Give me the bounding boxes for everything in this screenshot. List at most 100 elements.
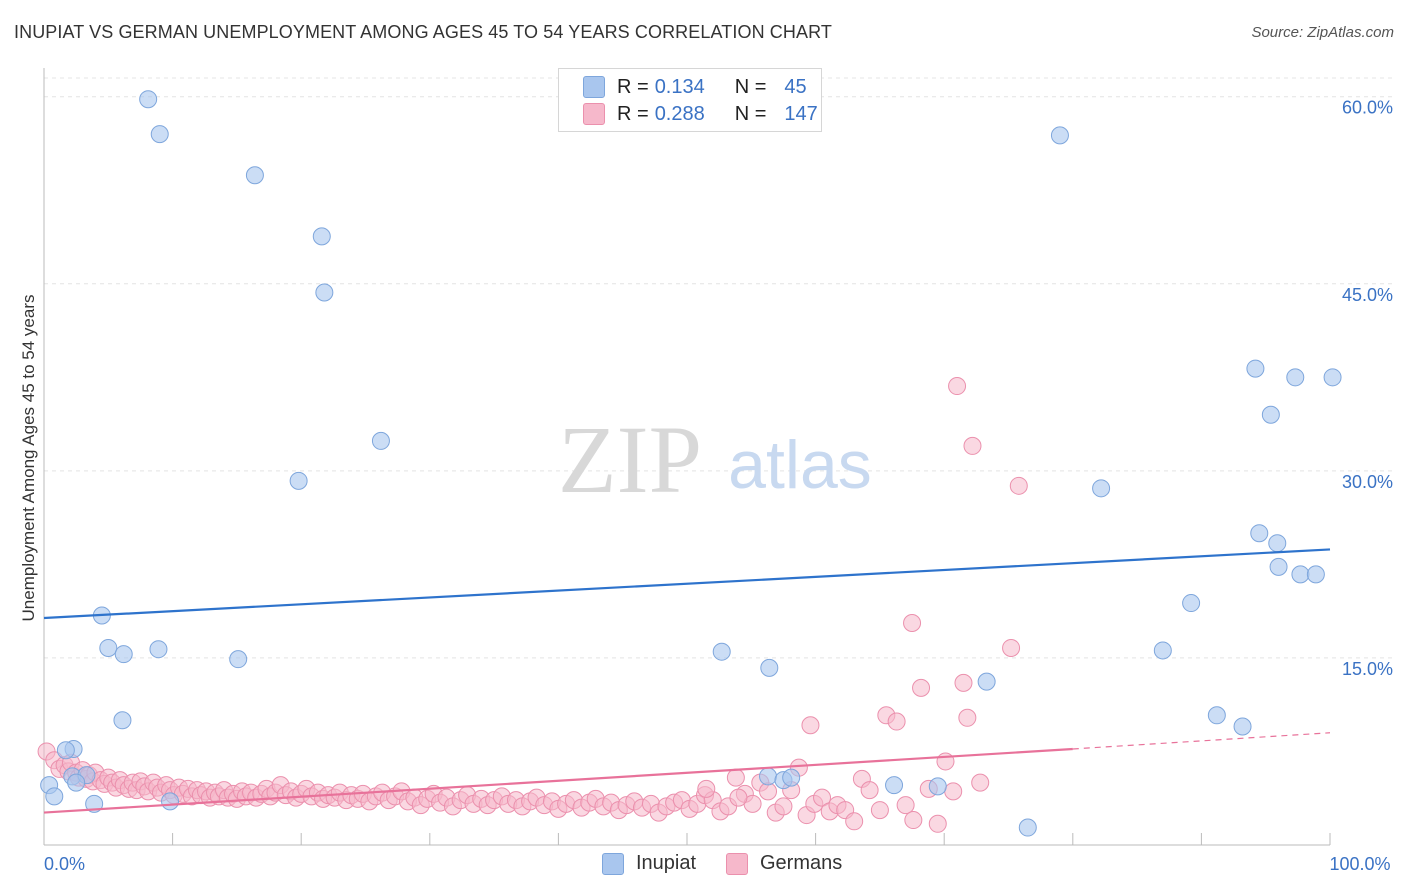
germans-legend-swatch — [726, 852, 748, 875]
legend-row-germans: R = 0.288 N = 147 — [583, 102, 818, 126]
inupiat-point — [229, 650, 248, 669]
y-tick-label: 30.0% — [1342, 472, 1393, 492]
inupiat-swatch — [583, 76, 605, 98]
germans-point — [845, 812, 864, 831]
germans-point — [813, 788, 832, 807]
germans-point — [904, 811, 923, 830]
germans-point — [912, 678, 931, 697]
legend-item-inupiat[interactable]: Inupiat — [602, 852, 696, 875]
axes — [43, 68, 1331, 846]
inupiat-point — [315, 283, 334, 302]
inupiat-point — [1323, 368, 1342, 387]
inupiat-point — [1268, 534, 1287, 553]
inupiat-point — [149, 640, 168, 659]
inupiat-point — [1250, 524, 1269, 543]
inupiat-point — [885, 776, 904, 795]
legend-n-label: N = — [734, 75, 767, 98]
legend-r-label: R = — [617, 102, 649, 125]
legend-row-inupiat: R = 0.134 N = 45 — [583, 75, 807, 99]
inupiat-point — [1018, 818, 1037, 837]
y-tick-label: 60.0% — [1342, 98, 1393, 118]
inupiat-point — [113, 711, 132, 730]
inupiat-point — [371, 431, 390, 450]
inupiat-point — [139, 90, 158, 109]
inupiat-point — [1291, 565, 1310, 584]
inupiat-trend-line — [43, 548, 1331, 620]
germans-swatch — [583, 103, 605, 125]
germans-point — [971, 773, 990, 792]
germans-point — [870, 801, 889, 820]
inupiat-point — [1092, 479, 1111, 498]
germans-point — [944, 782, 963, 801]
legend-n-value: 45 — [784, 75, 807, 98]
inupiat-legend-swatch — [602, 852, 624, 875]
germans-point — [963, 436, 982, 455]
inupiat-point — [1261, 405, 1280, 424]
stats-legend: R = 0.134 N = 45 R = 0.288 N = 147 — [558, 68, 822, 132]
source-label: Source: ZipAtlas.com — [1251, 24, 1394, 41]
legend-item-germans[interactable]: Germans — [726, 852, 842, 875]
inupiat-point — [99, 638, 118, 657]
germans-point — [958, 708, 977, 727]
legend-label-inupiat: Inupiat — [636, 852, 697, 874]
watermark: ZIP atlas — [558, 406, 872, 513]
germans-point — [860, 781, 879, 800]
germans-point — [896, 796, 915, 815]
germans-point — [928, 814, 947, 833]
x-tick-label: 100.0% — [1329, 854, 1390, 874]
germans-points — [37, 377, 1028, 833]
inupiat-point — [45, 787, 64, 806]
inupiat-point — [759, 767, 778, 786]
germans-trend-line — [43, 747, 1073, 814]
inupiat-point — [289, 471, 308, 490]
germans-point — [729, 788, 748, 807]
x-tick-label: 0.0% — [44, 854, 85, 874]
germans-point — [801, 716, 820, 735]
inupiat-point — [67, 773, 86, 792]
germans-point — [887, 712, 906, 731]
y-tick-label: 45.0% — [1342, 285, 1393, 305]
chart-title: INUPIAT VS GERMAN UNEMPLOYMENT AMONG AGE… — [14, 22, 832, 42]
inupiat-point — [760, 658, 779, 677]
inupiat-point — [150, 125, 169, 144]
legend-r-label: R = — [617, 75, 649, 98]
germans-point — [726, 768, 745, 787]
watermark-zip: ZIP — [558, 406, 702, 513]
inupiat-point — [56, 741, 75, 760]
inupiat-points — [40, 90, 1342, 837]
germans-point — [697, 779, 716, 798]
inupiat-point — [1153, 641, 1172, 660]
germans-point — [903, 614, 922, 633]
legend-n-value: 147 — [784, 102, 818, 125]
inupiat-point — [1233, 717, 1252, 736]
inupiat-point — [977, 672, 996, 691]
inupiat-point — [114, 645, 133, 664]
germans-point — [948, 377, 967, 396]
inupiat-point — [1306, 565, 1325, 584]
inupiat-point — [1182, 594, 1201, 613]
inupiat-point — [312, 227, 331, 246]
germans-point — [774, 797, 793, 816]
germans-trend-extension — [1072, 732, 1331, 750]
germans-point — [759, 782, 778, 801]
y-axis-label: Unemployment Among Ages 45 to 54 years — [19, 295, 38, 622]
series-legend: Inupiat Germans — [0, 852, 1406, 878]
legend-n-label: N = — [734, 102, 767, 125]
inupiat-point — [161, 792, 180, 811]
germans-point — [1009, 476, 1028, 495]
inupiat-point — [712, 642, 731, 661]
inupiat-point — [928, 777, 947, 796]
germans-point — [1002, 638, 1021, 657]
y-tick-label: 15.0% — [1342, 659, 1393, 679]
trend-lines — [43, 548, 1331, 814]
inupiat-point — [1286, 368, 1305, 387]
legend-r-value: 0.134 — [654, 75, 705, 98]
inupiat-point — [1050, 126, 1069, 145]
gridlines — [44, 77, 1392, 659]
legend-r-value: 0.288 — [654, 102, 705, 125]
inupiat-point — [782, 768, 801, 787]
legend-label-germans: Germans — [760, 852, 843, 874]
germans-point — [954, 673, 973, 692]
inupiat-point — [1207, 706, 1226, 725]
